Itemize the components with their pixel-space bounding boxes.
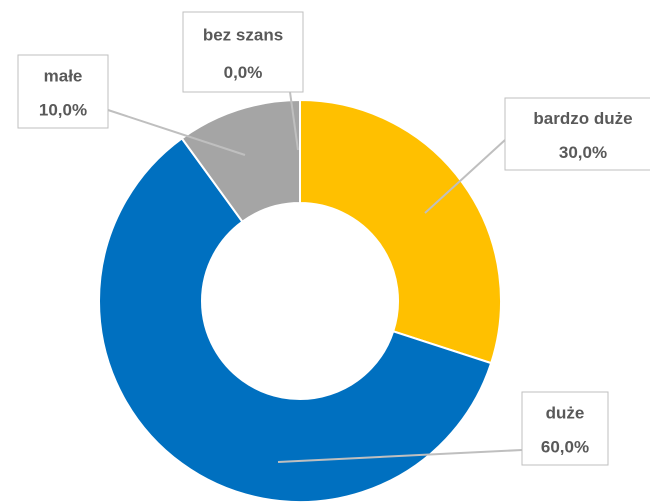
label-box: [182, 11, 304, 93]
slice: [299, 98, 502, 365]
slice: [98, 136, 493, 502]
value-label: 60,0%: [541, 438, 589, 457]
label-box: [504, 97, 650, 171]
leader-line: [277, 449, 523, 463]
label-box: [17, 54, 109, 129]
value-label: 10,0%: [39, 101, 87, 120]
category-label: bardzo duże: [533, 109, 632, 128]
leader-line: [424, 139, 506, 214]
leader-line: [107, 109, 246, 156]
category-label: bez szans: [203, 25, 283, 44]
category-label: małe: [44, 66, 83, 85]
category-label: duże: [546, 403, 585, 422]
leader-line: [289, 91, 299, 151]
value-label: 0,0%: [224, 63, 263, 82]
label-box: [521, 391, 609, 466]
value-label: 30,0%: [559, 143, 607, 162]
